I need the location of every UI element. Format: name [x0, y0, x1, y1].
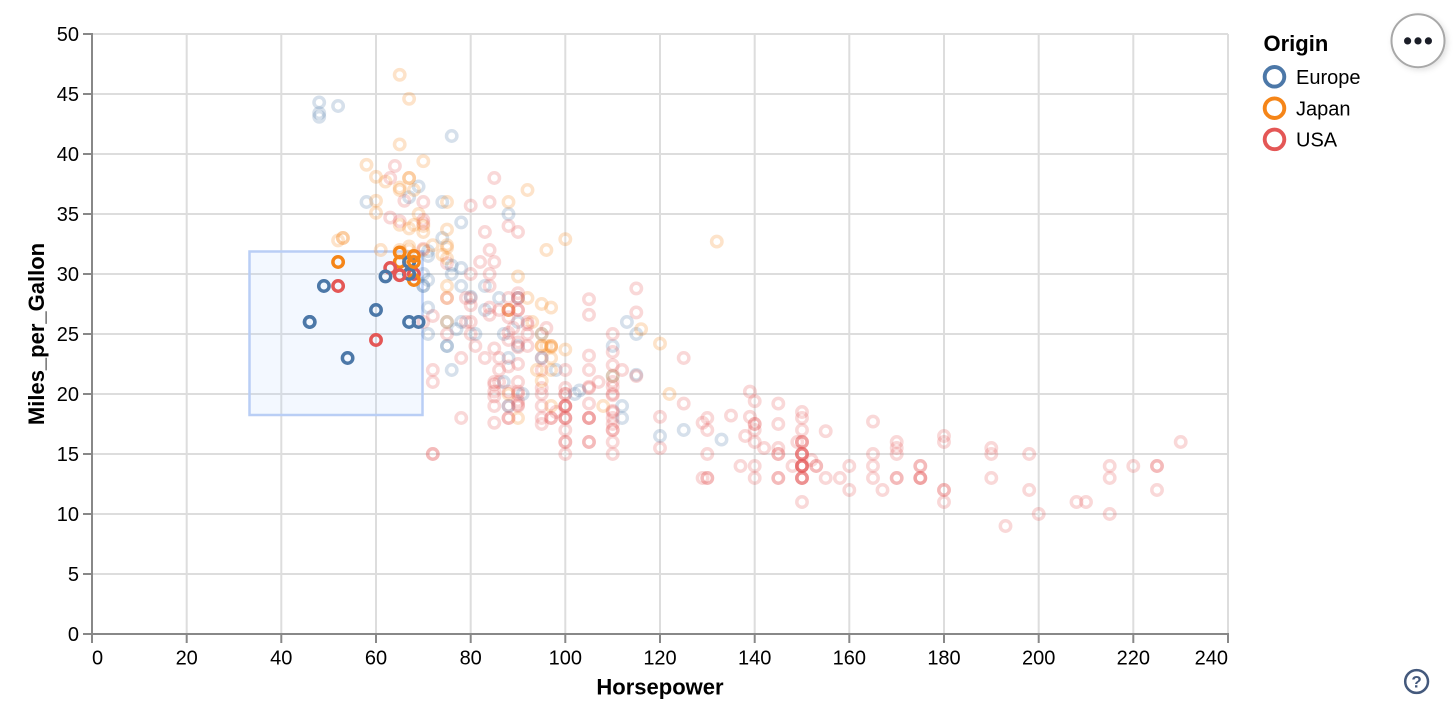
svg-text:160: 160: [833, 648, 866, 670]
svg-text:5: 5: [68, 564, 79, 586]
svg-text:140: 140: [738, 648, 771, 670]
svg-text:0: 0: [68, 624, 79, 646]
svg-text:120: 120: [643, 648, 676, 670]
svg-text:?: ?: [1411, 673, 1421, 692]
svg-text:60: 60: [365, 648, 387, 670]
svg-text:20: 20: [57, 384, 79, 406]
svg-text:200: 200: [1022, 648, 1055, 670]
svg-text:25: 25: [57, 324, 79, 346]
svg-text:40: 40: [57, 144, 79, 166]
svg-text:240: 240: [1195, 648, 1228, 670]
svg-text:180: 180: [927, 648, 960, 670]
svg-text:30: 30: [57, 264, 79, 286]
svg-text:100: 100: [549, 648, 582, 670]
svg-text:50: 50: [57, 24, 79, 46]
svg-text:Miles_per_Gallon: Miles_per_Gallon: [24, 243, 49, 425]
svg-text:15: 15: [57, 444, 79, 466]
svg-text:35: 35: [57, 204, 79, 226]
svg-text:0: 0: [92, 648, 103, 670]
svg-text:Europe: Europe: [1296, 67, 1361, 89]
svg-text:40: 40: [270, 648, 292, 670]
svg-text:Japan: Japan: [1296, 98, 1351, 120]
svg-text:USA: USA: [1296, 130, 1338, 152]
svg-text:45: 45: [57, 84, 79, 106]
svg-text:Origin: Origin: [1264, 31, 1329, 56]
svg-text:Horsepower: Horsepower: [596, 675, 724, 700]
svg-text:220: 220: [1117, 648, 1150, 670]
svg-text:80: 80: [460, 648, 482, 670]
svg-text:10: 10: [57, 504, 79, 526]
svg-text:20: 20: [176, 648, 198, 670]
